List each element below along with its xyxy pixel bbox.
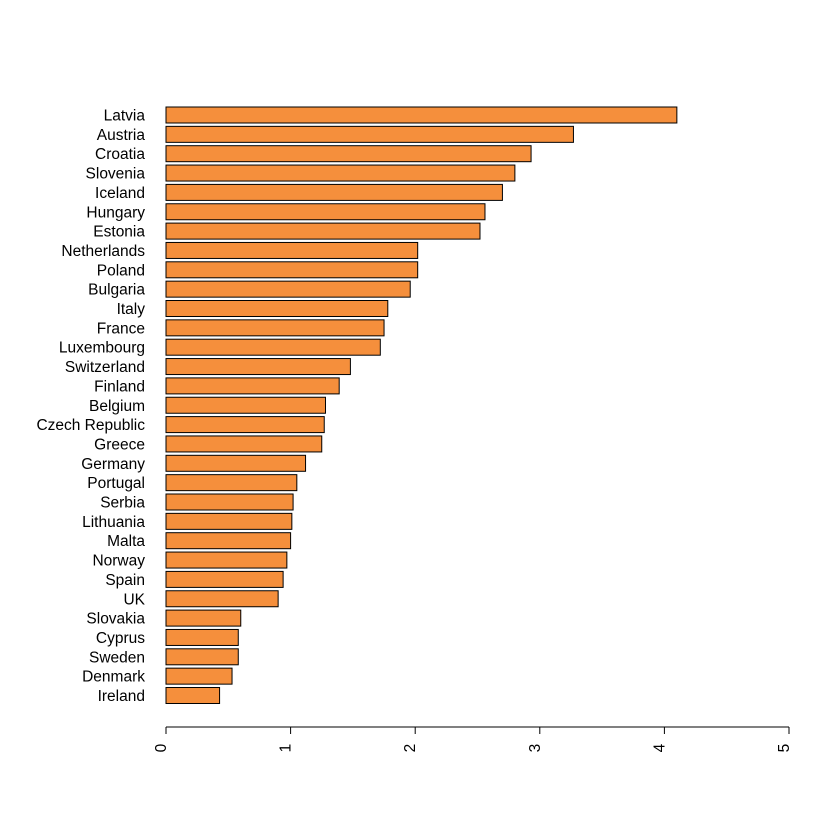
bar-sweden: [165, 648, 239, 666]
category-label-croatia: Croatia: [95, 146, 145, 163]
category-label-serbia: Serbia: [100, 495, 145, 512]
bar-bulgaria: [165, 280, 411, 298]
category-label-italy: Italy: [117, 301, 146, 318]
x-tick-label-4: 4: [651, 743, 668, 752]
bar-malta: [165, 532, 292, 550]
x-tick-label-5: 5: [776, 744, 793, 753]
bar-austria: [165, 125, 574, 143]
category-label-estonia: Estonia: [93, 224, 145, 241]
category-label-latvia: Latvia: [104, 108, 146, 125]
bar-norway: [165, 551, 288, 569]
bar-serbia: [165, 493, 294, 511]
bars-group: [165, 106, 678, 704]
bar-portugal: [165, 474, 298, 492]
bar-switzerland: [165, 358, 351, 376]
category-label-greece: Greece: [94, 436, 145, 453]
category-label-hungary: Hungary: [86, 204, 145, 221]
bar-belgium: [165, 396, 326, 414]
bar-latvia: [165, 106, 678, 124]
category-label-france: France: [97, 320, 145, 337]
bar-germany: [165, 454, 307, 472]
bar-croatia: [165, 145, 532, 163]
category-label-spain: Spain: [105, 572, 145, 589]
category-label-cyprus: Cyprus: [96, 630, 145, 647]
category-label-germany: Germany: [81, 456, 145, 473]
bar-cyprus: [165, 628, 239, 646]
category-label-ireland: Ireland: [98, 688, 145, 705]
category-label-malta: Malta: [107, 533, 145, 550]
category-label-switzerland: Switzerland: [65, 359, 145, 376]
category-label-austria: Austria: [97, 127, 146, 144]
category-labels-group: Latvia Austria Croatia Slovenia Iceland Hunga…: [36, 108, 145, 706]
bar-denmark: [165, 667, 233, 685]
x-tick-label-3: 3: [527, 744, 544, 753]
category-label-luxembourg: Luxembourg: [59, 340, 145, 357]
bar-czech-republic: [165, 416, 325, 434]
x-tick-label-2: 2: [402, 744, 419, 753]
x-tick-label-1: 1: [278, 744, 295, 753]
bar-italy: [165, 300, 389, 317]
bar-greece: [165, 435, 323, 453]
bar-spain: [165, 570, 284, 588]
bar-finland: [165, 377, 340, 395]
bar-uk: [165, 590, 279, 608]
category-label-finland: Finland: [94, 378, 145, 395]
bar-france: [165, 319, 385, 337]
category-label-denmark: Denmark: [82, 669, 145, 686]
category-label-belgium: Belgium: [89, 398, 145, 415]
x-tick-label-0: 0: [153, 743, 170, 752]
bar-lithuania: [165, 512, 293, 530]
bar-poland: [165, 261, 419, 279]
bar-netherlands: [165, 241, 419, 259]
category-label-bulgaria: Bulgaria: [88, 282, 145, 299]
x-axis: 0 1 2 3 4 5: [153, 726, 793, 753]
bar-iceland: [165, 183, 503, 201]
category-label-sweden: Sweden: [89, 649, 145, 666]
category-label-netherlands: Netherlands: [61, 243, 145, 260]
category-label-poland: Poland: [97, 262, 145, 279]
category-label-uk: UK: [123, 591, 145, 608]
category-label-slovakia: Slovakia: [86, 611, 145, 628]
category-label-portugal: Portugal: [87, 475, 145, 492]
bar-slovenia: [165, 164, 516, 182]
bar-ireland: [165, 687, 221, 704]
category-label-iceland: Iceland: [95, 185, 145, 202]
bar-slovakia: [165, 609, 242, 627]
bar-estonia: [165, 222, 481, 240]
category-label-slovenia: Slovenia: [86, 166, 146, 183]
bar-hungary: [165, 203, 486, 221]
category-label-lithuania: Lithuania: [82, 514, 145, 531]
category-label-norway: Norway: [92, 553, 145, 570]
category-label-czech-republic: Czech Republic: [36, 417, 145, 434]
bar-luxembourg: [165, 338, 381, 356]
